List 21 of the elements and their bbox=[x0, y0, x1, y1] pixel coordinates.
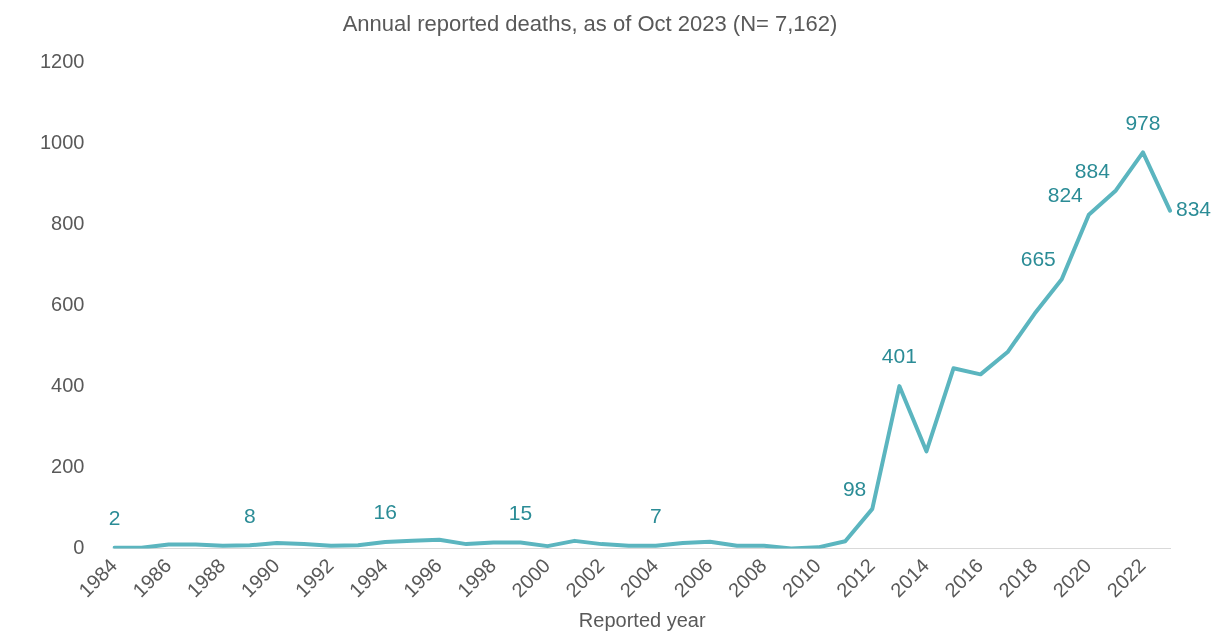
data-label: 7 bbox=[649, 504, 662, 528]
data-label: 824 bbox=[1047, 183, 1084, 207]
y-tick-label: 400 bbox=[51, 374, 85, 397]
data-label: 8 bbox=[243, 503, 256, 527]
y-tick-label: 800 bbox=[51, 211, 85, 234]
y-tick-label: 200 bbox=[51, 455, 85, 478]
chart-title: Annual reported deaths, as of Oct 2023 (N= 7,162) bbox=[342, 11, 838, 37]
x-axis-title: Reported year bbox=[578, 608, 706, 631]
data-label: 884 bbox=[1074, 158, 1111, 182]
data-label: 401 bbox=[881, 344, 917, 368]
data-label: 15 bbox=[508, 500, 533, 524]
data-label: 98 bbox=[842, 477, 867, 501]
data-label: 2 bbox=[108, 506, 121, 530]
data-label: 834 bbox=[1176, 197, 1212, 221]
y-tick-label: 1000 bbox=[39, 130, 85, 153]
data-label: 16 bbox=[373, 500, 397, 524]
y-tick-label: 0 bbox=[73, 536, 85, 559]
data-label: 978 bbox=[1125, 110, 1161, 134]
y-tick-label: 1200 bbox=[39, 49, 85, 72]
data-label: 665 bbox=[1020, 247, 1056, 271]
y-tick-label: 600 bbox=[51, 293, 85, 315]
